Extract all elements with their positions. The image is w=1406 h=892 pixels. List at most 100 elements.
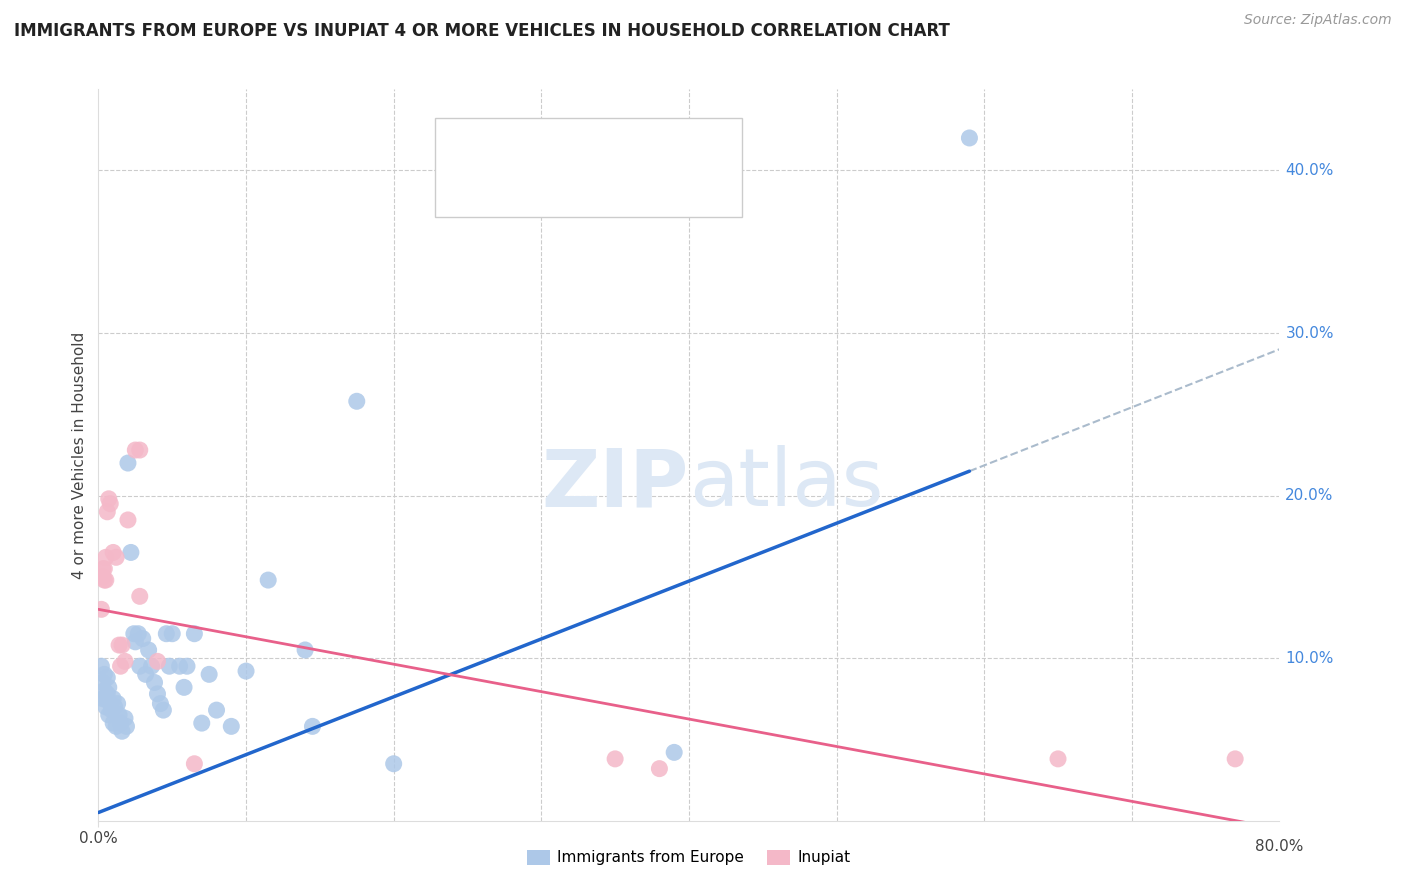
Text: 10.0%: 10.0% [1285, 650, 1334, 665]
Point [124, 635, 146, 649]
Y-axis label: 4 or more Vehicles in Household: 4 or more Vehicles in Household [72, 331, 87, 579]
Point [97, 708, 120, 723]
Point [107, 697, 129, 711]
Point [132, 632, 155, 646]
Point [128, 443, 150, 458]
Point [90, 659, 112, 673]
Text: N =: N = [626, 136, 657, 154]
Point [103, 691, 125, 706]
Point [128, 590, 150, 604]
Point [959, 131, 981, 145]
Point [155, 626, 177, 640]
Point [122, 626, 145, 640]
Point [96, 505, 118, 519]
Text: Source: ZipAtlas.com: Source: ZipAtlas.com [1244, 13, 1392, 28]
Text: 0.521: 0.521 [548, 136, 596, 154]
Point [191, 716, 214, 731]
Point [104, 699, 127, 714]
Point [173, 681, 195, 695]
Point [91, 562, 114, 576]
Point [346, 394, 368, 409]
Point [183, 756, 205, 771]
Point [664, 745, 686, 759]
Point [257, 573, 280, 587]
Point [648, 762, 671, 776]
Text: R =: R = [496, 136, 527, 154]
Point [105, 719, 128, 733]
Point [94, 573, 117, 587]
Point [146, 687, 169, 701]
Text: atlas: atlas [689, 445, 883, 524]
Point [96, 671, 118, 685]
Point [98, 497, 121, 511]
Point [114, 711, 136, 725]
Point [120, 545, 142, 559]
Point [94, 699, 117, 714]
Point [110, 716, 132, 731]
Point [103, 545, 125, 559]
Text: ZIP: ZIP [541, 445, 689, 524]
Point [152, 703, 174, 717]
Point [198, 667, 221, 681]
Point [111, 724, 134, 739]
Point [169, 659, 191, 673]
Point [124, 443, 146, 458]
Point [128, 659, 150, 673]
Point [108, 638, 131, 652]
FancyBboxPatch shape [434, 119, 742, 218]
Point [91, 691, 114, 706]
Point [117, 513, 139, 527]
Point [235, 664, 257, 678]
Text: 80.0%: 80.0% [1256, 838, 1303, 854]
Point [301, 719, 323, 733]
Point [149, 697, 172, 711]
Point [143, 675, 166, 690]
Point [105, 550, 128, 565]
Legend: Immigrants from Europe, Inupiat: Immigrants from Europe, Inupiat [520, 844, 858, 871]
Point [93, 667, 115, 681]
Point [157, 659, 180, 673]
Point [162, 626, 183, 640]
Text: IMMIGRANTS FROM EUROPE VS INUPIAT 4 OR MORE VEHICLES IN HOUSEHOLD CORRELATION CH: IMMIGRANTS FROM EUROPE VS INUPIAT 4 OR M… [14, 22, 950, 40]
Point [100, 703, 122, 717]
Point [115, 719, 138, 733]
Text: 56: 56 [675, 136, 696, 154]
Point [176, 659, 198, 673]
Point [90, 602, 112, 616]
Point [135, 667, 157, 681]
Point [382, 756, 405, 771]
Point [97, 491, 120, 506]
Point [114, 654, 136, 668]
Point [97, 681, 120, 695]
Text: 40.0%: 40.0% [1285, 163, 1334, 178]
Point [91, 675, 114, 690]
Point [93, 562, 115, 576]
Point [127, 626, 149, 640]
Point [94, 691, 117, 706]
Text: 30.0%: 30.0% [1285, 326, 1334, 341]
Text: -0.639: -0.639 [548, 180, 602, 199]
Point [111, 638, 134, 652]
Point [605, 752, 627, 766]
Text: N =: N = [626, 180, 657, 199]
Point [96, 687, 118, 701]
Point [93, 683, 115, 698]
Point [108, 708, 131, 723]
Point [103, 716, 125, 731]
Text: R =: R = [496, 180, 527, 199]
Point [94, 550, 117, 565]
Point [91, 570, 114, 584]
Point [1223, 752, 1246, 766]
FancyBboxPatch shape [447, 173, 484, 205]
Point [141, 659, 163, 673]
Point [138, 643, 160, 657]
Point [146, 654, 169, 668]
Point [294, 643, 316, 657]
Point [117, 456, 139, 470]
Point [183, 626, 205, 640]
FancyBboxPatch shape [447, 129, 484, 162]
Point [219, 719, 242, 733]
Point [1046, 752, 1069, 766]
Text: 20.0%: 20.0% [1285, 488, 1334, 503]
Point [110, 659, 132, 673]
